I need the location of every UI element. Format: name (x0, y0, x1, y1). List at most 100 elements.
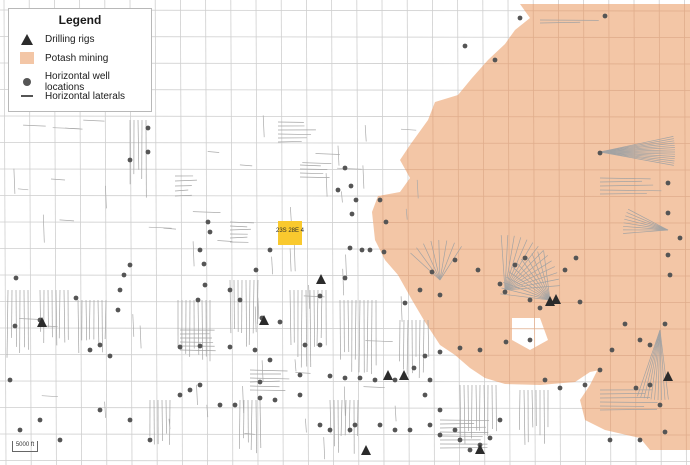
well-dot (452, 257, 458, 263)
well-dot (342, 375, 348, 381)
lateral-line (229, 228, 251, 231)
lateral-line (599, 180, 643, 183)
well-dot (335, 187, 341, 193)
legend-title: Legend (58, 13, 102, 27)
well-dot (517, 15, 523, 21)
grid-line-horizontal (0, 460, 690, 462)
well-dot (237, 297, 243, 303)
line-icon (19, 90, 35, 102)
grid-line-horizontal (0, 380, 690, 383)
well-dot (557, 385, 563, 391)
lateral-line (229, 225, 248, 228)
potash-grid-line (684, 4, 687, 450)
well-dot (662, 429, 668, 435)
well-dot (87, 347, 93, 353)
lateral-line (229, 236, 248, 239)
lateral-line (599, 151, 675, 157)
well-dot (647, 382, 653, 388)
lateral-line (504, 255, 549, 291)
lateral-line (599, 184, 654, 187)
lateral-line (423, 243, 441, 281)
lateral-line (295, 372, 311, 374)
lateral-line (358, 299, 361, 373)
drilling-rig-marker (259, 315, 269, 325)
lateral-line (59, 219, 75, 222)
lateral-line (516, 262, 551, 301)
lateral-line (625, 215, 669, 231)
potash-grid-line (372, 301, 690, 303)
lateral-line (259, 399, 262, 448)
lateral-line (439, 423, 475, 425)
well-dot (127, 262, 133, 268)
well-dot (577, 299, 583, 305)
lateral-line (439, 246, 462, 281)
lateral-line (427, 319, 430, 357)
potash-grid-line (372, 221, 690, 224)
tract-label: 23S 28E 4 (275, 228, 305, 234)
lateral-line (244, 433, 255, 435)
lateral-line (366, 299, 369, 373)
well-dot (232, 402, 238, 408)
well-dot (497, 417, 503, 423)
lateral-line (196, 384, 198, 406)
lateral-line (357, 399, 359, 436)
grid-line-vertical (305, 0, 309, 465)
well-dot (197, 247, 203, 253)
well-dot (205, 219, 211, 225)
lateral-line (17, 188, 29, 191)
potash-mining-polygon (372, 4, 690, 450)
well-dot (542, 377, 548, 383)
well-dot (257, 379, 263, 385)
lateral-line (599, 151, 675, 160)
lateral-line (657, 329, 661, 401)
well-dot (277, 319, 283, 325)
potash-grid-line (372, 89, 690, 91)
well-dot (597, 367, 603, 373)
lateral-line (139, 325, 142, 349)
lateral-line (438, 239, 441, 281)
lateral-line (305, 289, 308, 367)
well-dot (503, 339, 509, 345)
well-dot (302, 342, 308, 348)
lateral-line (599, 393, 646, 395)
lateral-line (531, 253, 551, 301)
well-dot (512, 262, 518, 268)
well-dot (195, 297, 201, 303)
well-dot (487, 435, 493, 441)
grid-line-vertical (255, 0, 259, 465)
lateral-line (599, 189, 662, 192)
well-dot (257, 395, 263, 401)
well-dot (347, 427, 353, 433)
lateral-line (623, 222, 669, 231)
lateral-line (504, 235, 509, 291)
lateral-line (504, 250, 544, 291)
well-dot (127, 417, 133, 423)
lateral-line (277, 133, 312, 135)
lateral-line (85, 299, 88, 341)
potash-grid-line (372, 327, 690, 330)
lateral-line (344, 399, 347, 436)
lateral-line (365, 340, 393, 342)
lateral-line (262, 115, 265, 138)
lateral-line (503, 281, 551, 301)
lateral-line (337, 167, 362, 170)
highlighted-tract[interactable] (278, 221, 302, 245)
well-dot (597, 150, 603, 156)
lateral-line (104, 401, 106, 418)
horizontal-laterals (6, 19, 676, 460)
well-dot (117, 287, 123, 293)
lateral-line (422, 319, 425, 373)
dot-icon (19, 76, 35, 88)
well-dot (665, 180, 671, 186)
lateral-line (599, 136, 674, 153)
potash-grid-line (372, 195, 690, 197)
lateral-line (249, 385, 280, 388)
well-dot (37, 417, 43, 423)
lateral-line (439, 242, 455, 281)
lateral-line (483, 384, 486, 435)
well-dot (201, 261, 207, 267)
legend-item-drilling-rigs: Drilling rigs (19, 33, 94, 45)
well-dot (317, 422, 323, 428)
